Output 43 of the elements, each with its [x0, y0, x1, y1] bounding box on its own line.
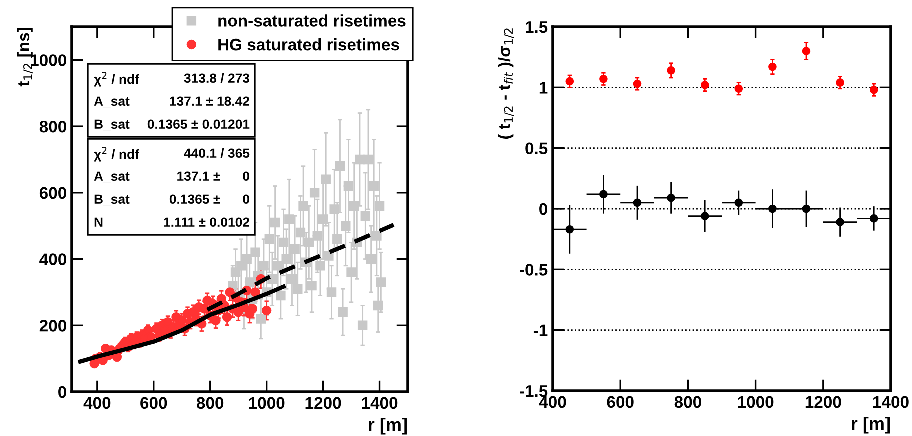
legend-label: non-saturated risetimes [218, 14, 406, 27]
y-tick-label: -1.5 [520, 386, 548, 398]
y-tick-label: 1 [540, 82, 548, 94]
annotation: 0.1365 ± 0.01201 [148, 120, 250, 130]
y-tick-label: 400 [40, 254, 66, 266]
annotation: 0.1365 ± 0 [170, 194, 250, 204]
y-tick-label: 0 [58, 386, 66, 398]
x-axis-title: r [m] [369, 418, 407, 435]
x-tick-label: 800 [674, 396, 702, 408]
x-tick-label: 1400 [874, 396, 909, 408]
y-tick-label: 600 [40, 187, 66, 200]
annotation: B_sat [94, 194, 130, 206]
x-tick-label: 1200 [306, 397, 342, 410]
y-tick-label: -1 [534, 324, 548, 336]
y-tick-label: 0.5 [526, 142, 548, 155]
x-tick-label: 800 [196, 397, 224, 410]
y-tick-label: 1.5 [526, 22, 548, 34]
annotation: B_sat [94, 120, 130, 131]
annotation: 1.111 ± 0.0102 [164, 218, 250, 228]
annotation: χ$^{2}$ / ndf [94, 147, 140, 162]
x-tick-label: 1200 [806, 396, 842, 408]
x-tick-label: 1000 [249, 397, 285, 410]
annotation: 313.8 / 273 [184, 73, 250, 84]
x-tick-label: 400 [84, 397, 111, 410]
y-tick-label: 200 [40, 320, 66, 332]
annotation: A_sat [94, 96, 130, 108]
annotation: 137.1 ± 0 [178, 172, 250, 182]
y-tick-label: 1000 [31, 54, 66, 66]
x-tick-label: 1000 [738, 396, 774, 408]
x-tick-label: 1400 [362, 397, 398, 410]
annotation: χ$^{2}$ / ndf [94, 72, 140, 87]
annotation: 137.1 ± 18.42 [170, 96, 250, 106]
x-tick-label: 600 [607, 396, 634, 408]
legend-label: HG saturated risetimes [218, 38, 400, 51]
y-tick-label: 800 [40, 120, 66, 133]
y-tick-label: -0.5 [520, 264, 548, 276]
y-tick-label: 0 [540, 203, 548, 216]
x-axis-title: r [m] [852, 416, 890, 434]
annotation: A_sat [94, 172, 130, 183]
annotation: 440.1 / 365 [184, 148, 250, 158]
y-axis-title: ( t$_{1/2}$ - t$_{fit}$ )/σ$_{1/2}$ [498, 28, 514, 140]
x-tick-label: 600 [140, 397, 168, 410]
annotation: N [94, 218, 103, 227]
